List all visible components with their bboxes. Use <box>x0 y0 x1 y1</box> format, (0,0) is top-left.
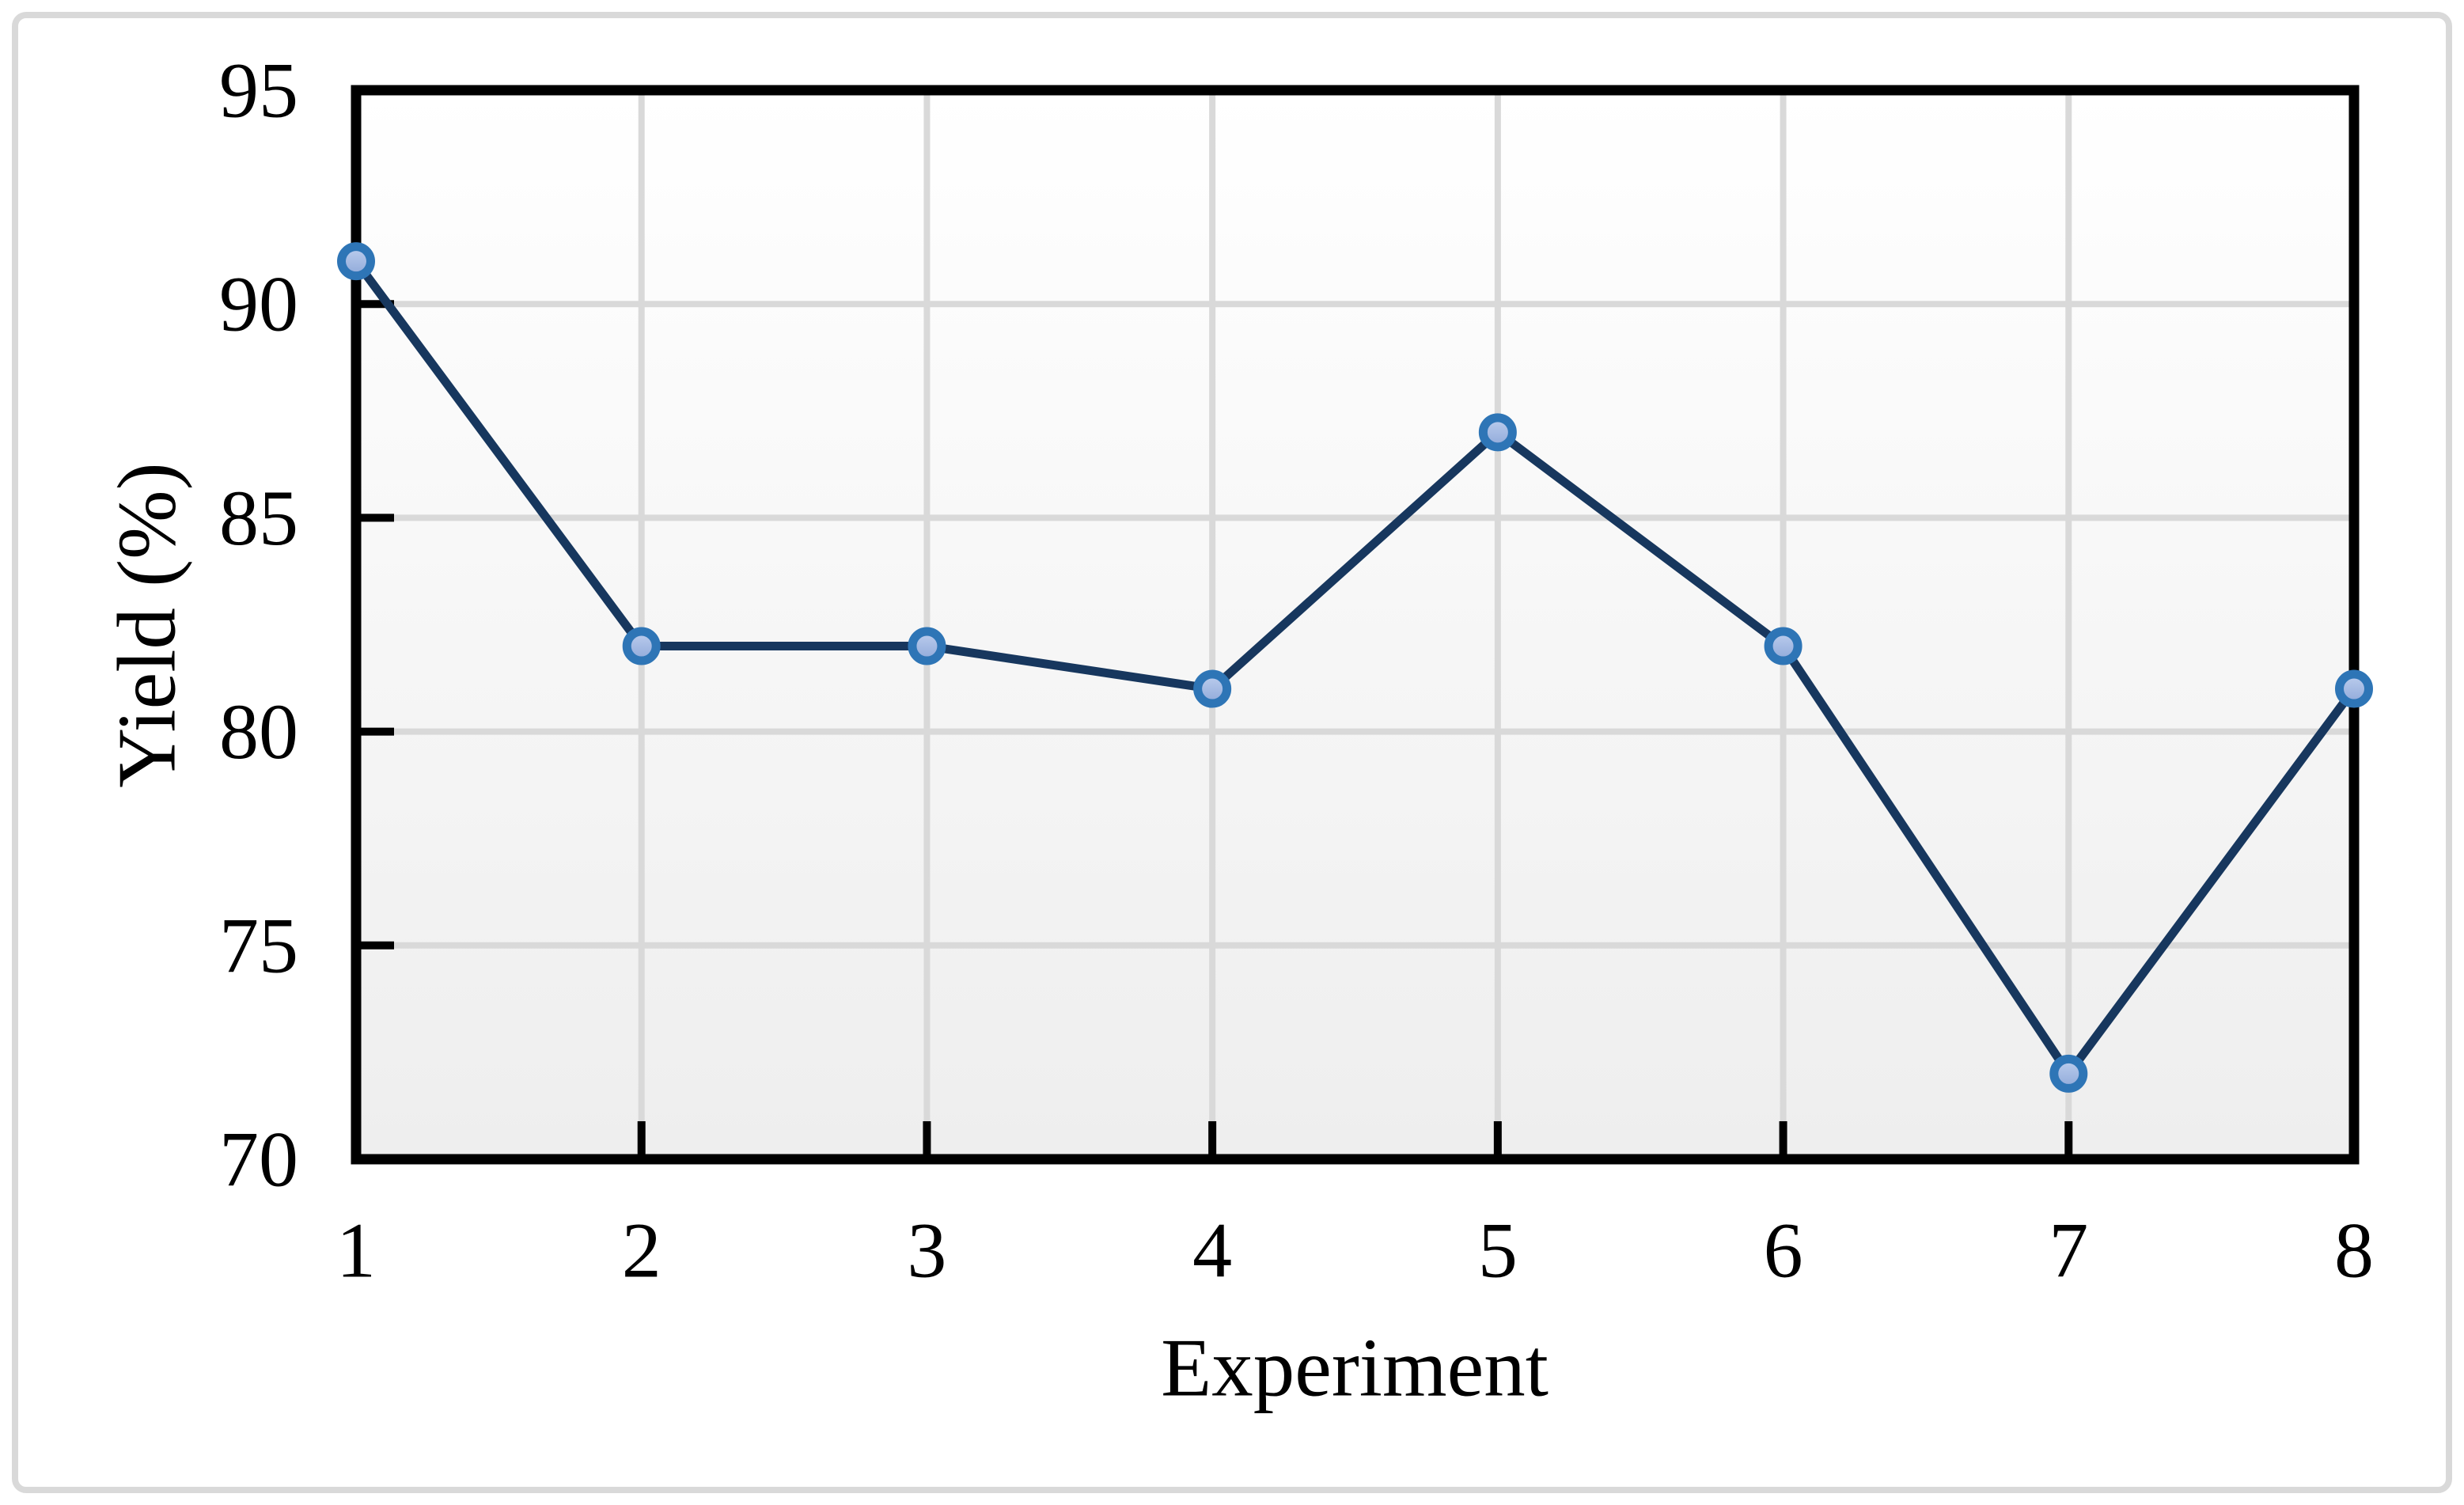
axis-ticks-group <box>359 300 2073 1156</box>
y-tick-label-75: 75 <box>219 901 298 989</box>
data-point-5 <box>1478 413 1517 452</box>
y-tick-label-95: 95 <box>219 47 298 135</box>
data-point-6 <box>1764 627 1803 665</box>
data-point-2 <box>622 627 661 665</box>
x-tick-label-4: 4 <box>1192 1207 1232 1295</box>
plot-border <box>351 85 2360 1165</box>
x-tick-label-8: 8 <box>2334 1207 2374 1295</box>
data-series-group <box>337 242 2373 1093</box>
x-axis-title: Experiment <box>1161 1321 1549 1414</box>
plot-area-background <box>356 90 2354 1159</box>
x-tick-label-1: 1 <box>336 1207 376 1295</box>
y-tick-label-80: 80 <box>219 688 298 775</box>
x-tick-label-5: 5 <box>1478 1207 1518 1295</box>
y-tick-label-85: 85 <box>219 474 298 562</box>
y-tick-label-90: 90 <box>219 260 298 348</box>
data-point-8 <box>2335 669 2373 708</box>
gridlines-group <box>356 90 2354 1159</box>
x-tick-label-2: 2 <box>622 1207 661 1295</box>
y-axis-title: Yield (%) <box>100 462 193 787</box>
x-tick-label-6: 6 <box>1764 1207 1803 1295</box>
y-tick-label-70: 70 <box>219 1116 298 1204</box>
x-tick-label-7: 7 <box>2049 1207 2088 1295</box>
plot-border-group <box>351 85 2360 1165</box>
data-point-1 <box>337 242 375 281</box>
yield-series-line <box>351 256 2359 1079</box>
tick-labels-group: 70 75 80 85 90 95 1 2 3 4 5 6 7 8 <box>219 47 2374 1295</box>
data-point-7 <box>2049 1054 2088 1093</box>
data-point-4 <box>1193 669 1232 708</box>
x-tick-label-3: 3 <box>907 1207 946 1295</box>
data-point-3 <box>908 627 946 665</box>
